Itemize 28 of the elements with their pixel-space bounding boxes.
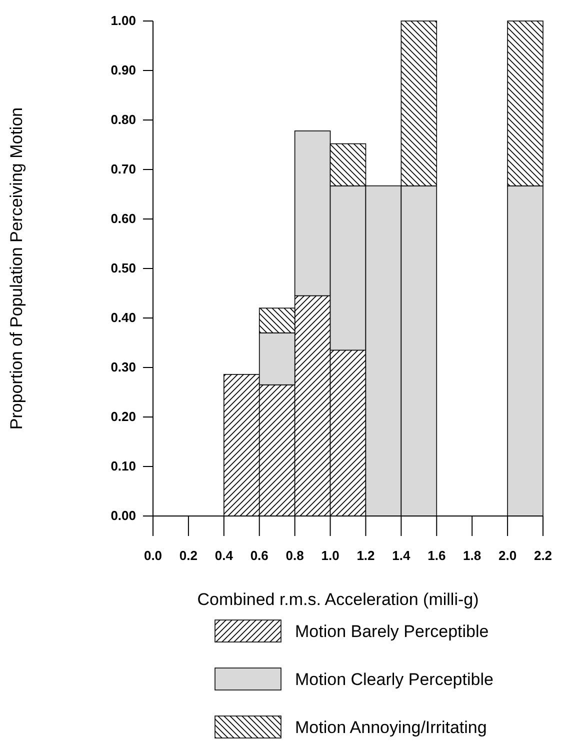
x-tick-label: 0.4 xyxy=(214,548,234,563)
x-tick-label: 2.2 xyxy=(534,548,552,563)
y-tick-label: 0.70 xyxy=(110,162,136,177)
legend-label: Motion Barely Perceptible xyxy=(295,622,489,641)
y-axis-title: Proportion of Population Perceiving Motion xyxy=(7,107,26,430)
x-tick-label: 0.0 xyxy=(144,548,162,563)
y-tick-label: 0.40 xyxy=(110,310,136,326)
y-tick-label: 0.30 xyxy=(110,360,136,375)
y-tick-label: 0.10 xyxy=(110,458,136,474)
legend-label: Motion Annoying/Irritating xyxy=(295,718,487,737)
x-tick-label: 0.6 xyxy=(250,548,268,563)
y-tick-label: 1.00 xyxy=(110,13,136,28)
y-tick-label: 0.50 xyxy=(110,260,136,276)
x-tick-label: 1.8 xyxy=(463,548,482,563)
x-tick-label: 1.2 xyxy=(356,548,375,563)
y-tick-label: 0.90 xyxy=(110,62,136,78)
x-axis-title: Combined r.m.s. Acceleration (milli-g) xyxy=(197,590,479,609)
y-tick-label: 0.80 xyxy=(110,112,136,128)
x-tick-label: 1.6 xyxy=(428,548,446,563)
x-tick-label: 1.0 xyxy=(321,548,340,563)
legend-label: Motion Clearly Perceptible xyxy=(295,670,494,689)
x-tick-label: 2.0 xyxy=(498,548,517,563)
x-tick-label: 0.2 xyxy=(179,548,198,563)
y-tick-label: 0.00 xyxy=(110,508,136,524)
x-tick-label: 1.4 xyxy=(392,548,411,563)
x-tick-label: 0.8 xyxy=(286,548,304,563)
y-tick-label: 0.20 xyxy=(110,409,136,424)
y-tick-label: 0.60 xyxy=(110,211,136,226)
